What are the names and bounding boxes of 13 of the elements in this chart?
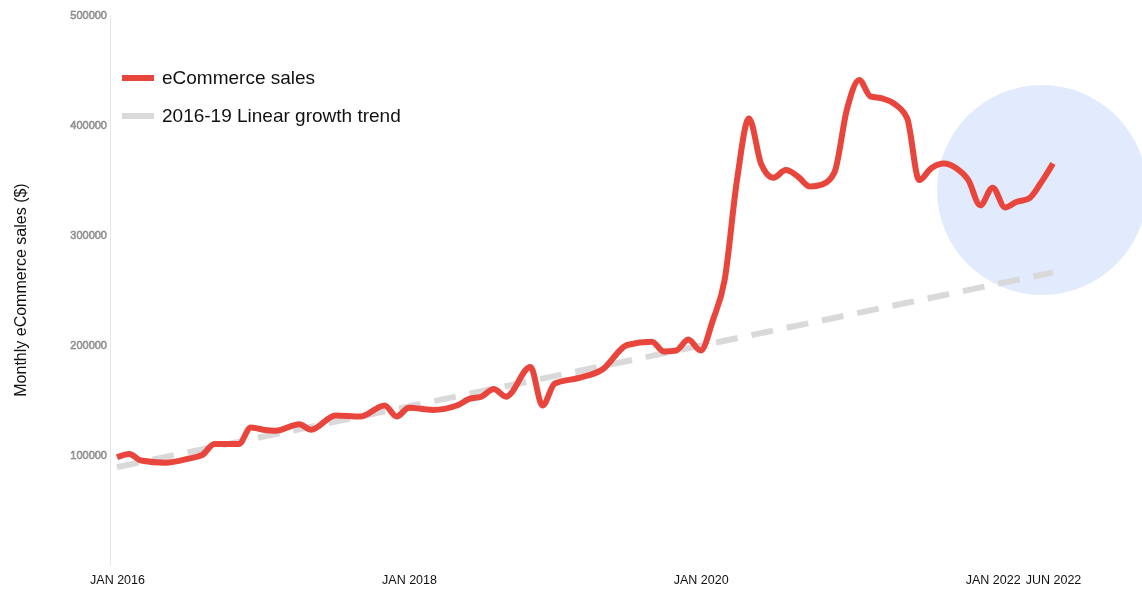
x-tick-label: JAN 2018 bbox=[382, 572, 438, 587]
y-tick-label: 400000 bbox=[70, 119, 107, 132]
x-tick-label: JAN 2020 bbox=[673, 572, 729, 587]
x-tick-label: JAN 2022 bbox=[965, 572, 1021, 587]
x-tick-label: JUN 2022 bbox=[1025, 572, 1082, 587]
y-tick-label: 300000 bbox=[70, 229, 107, 242]
y-axis-title: Monthly eCommerce sales ($) bbox=[12, 183, 29, 397]
x-tick-label: JAN 2016 bbox=[90, 572, 145, 587]
y-tick-label: 100000 bbox=[70, 449, 107, 462]
legend-label: 2016-19 Linear growth trend bbox=[162, 105, 401, 126]
legend-label: eCommerce sales bbox=[162, 67, 316, 88]
y-tick-label: 500000 bbox=[70, 9, 107, 22]
y-tick-label: 200000 bbox=[70, 339, 107, 352]
